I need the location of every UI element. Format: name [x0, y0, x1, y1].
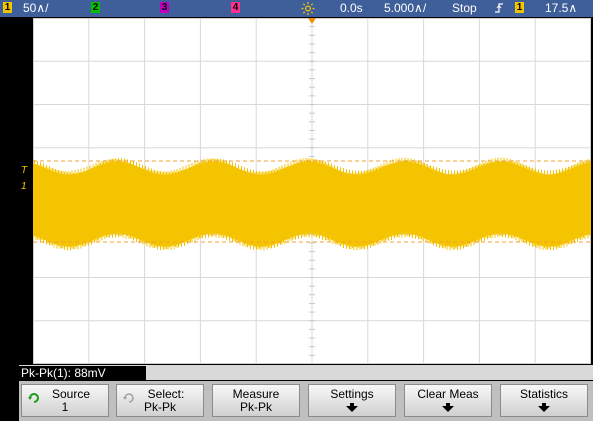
select-label: Select:: [147, 387, 185, 401]
arrow-down-icon: [309, 403, 395, 412]
ch3-indicator[interactable]: 3: [160, 0, 169, 17]
rotate-knob-icon: [28, 393, 39, 403]
time-scale: 5.000∧/: [384, 1, 427, 15]
run-state: Stop: [452, 1, 477, 15]
graticule: [33, 18, 591, 364]
source-value: 1: [61, 400, 69, 414]
softkey-bar: Source 1 Select: Pk-Pk Measure Pk-Pk Set…: [19, 381, 593, 421]
select-value: Pk-Pk: [143, 400, 176, 414]
ch2-indicator[interactable]: 2: [91, 0, 100, 17]
ch1-ground-marker: 1: [21, 181, 27, 192]
source-softkey[interactable]: Source 1: [21, 384, 109, 417]
select-softkey[interactable]: Select: Pk-Pk: [116, 384, 204, 417]
ch4-number: 4: [231, 2, 240, 14]
trigger-level: 17.5∧: [545, 1, 578, 15]
sun-icon: [301, 0, 315, 17]
waveform-display[interactable]: [33, 18, 591, 364]
ch4-indicator[interactable]: 4: [231, 0, 240, 17]
ch1-number: 1: [3, 2, 12, 14]
arrow-down-icon: [501, 403, 587, 412]
ch1-indicator[interactable]: 1: [3, 0, 12, 17]
ch1-scale: 50∧/: [23, 1, 49, 15]
ch2-number: 2: [91, 2, 100, 14]
measurement-bar: [19, 365, 593, 380]
settings-softkey[interactable]: Settings: [308, 384, 396, 417]
measure-value: Pk-Pk: [239, 400, 272, 414]
time-delay: 0.0s: [340, 1, 363, 15]
measure-label: Measure: [232, 387, 280, 401]
measurement-readout: Pk-Pk(1): 88mV: [19, 366, 146, 380]
measure-softkey[interactable]: Measure Pk-Pk: [212, 384, 300, 417]
trigger-source-number: 1: [515, 2, 524, 14]
trigger-source: 1: [515, 0, 524, 17]
trigger-level-marker: T: [21, 165, 28, 176]
source-label: Source: [51, 387, 91, 401]
ch3-number: 3: [160, 2, 169, 14]
status-bar: 1 50∧/ 2 3 4 0.0s 5.000∧/ Stop 1 17.5∧: [0, 0, 593, 17]
statistics-softkey[interactable]: Statistics: [500, 384, 588, 417]
clear-meas-label: Clear Meas: [417, 387, 479, 401]
settings-label: Settings: [330, 387, 374, 401]
clear-meas-softkey[interactable]: Clear Meas: [404, 384, 492, 417]
statistics-label: Statistics: [519, 387, 568, 401]
trigger-edge-icon: [494, 0, 504, 17]
arrow-down-icon: [405, 403, 491, 412]
rotate-knob-icon: [123, 393, 134, 403]
